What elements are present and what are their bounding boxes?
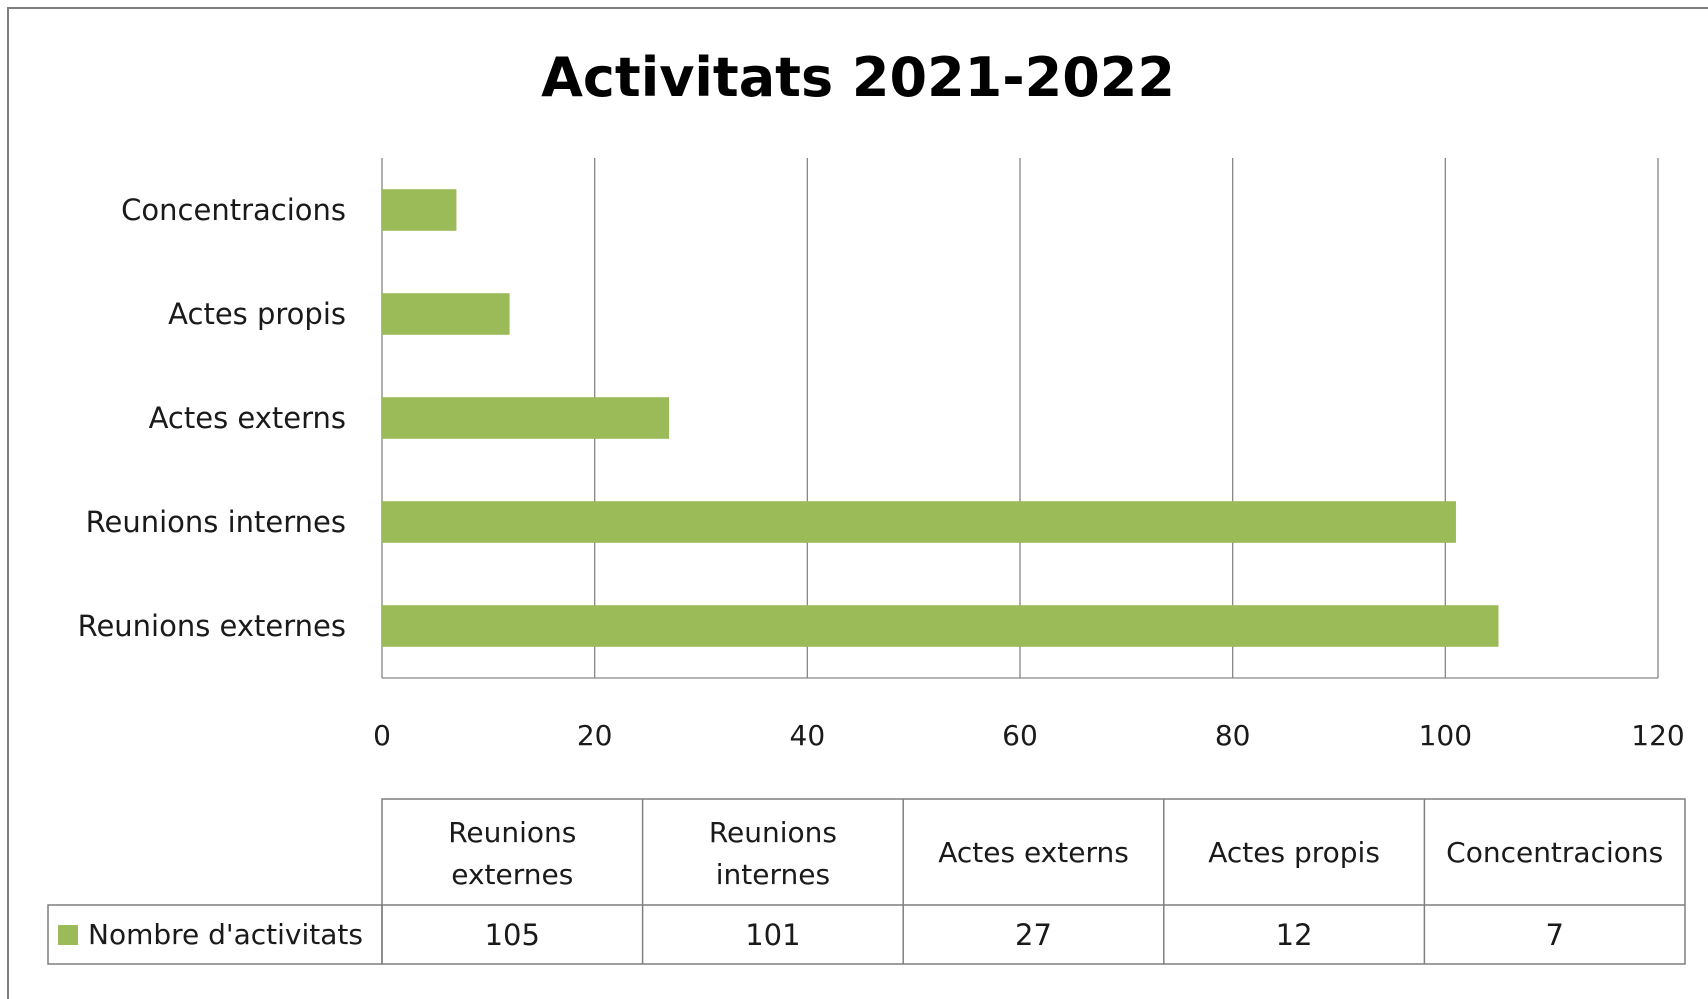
x-tick-label: 120 — [1631, 719, 1684, 752]
table-header-cell: Actes externs — [938, 836, 1129, 869]
x-tick-label: 80 — [1215, 719, 1251, 752]
category-label: Actes propis — [168, 297, 346, 331]
x-tick-label: 20 — [577, 719, 613, 752]
category-label: Reunions externes — [78, 609, 346, 643]
bar — [382, 501, 1456, 543]
bar — [382, 189, 457, 231]
legend-cell-border — [47, 904, 383, 965]
table-header-cell: Reunions externes — [448, 816, 576, 891]
plot-area: 0 20 40 60 80 100 120 Reunions externes Reunions… — [78, 158, 1685, 752]
x-tick-label: 40 — [790, 719, 826, 752]
chart-title: Activitats 2021-2022 — [541, 46, 1175, 109]
table-value-cell: 105 — [485, 918, 540, 952]
table-header-line: Reunions — [709, 816, 837, 849]
data-table: Reunions externes Reunions internes Actes ex… — [47, 798, 1686, 965]
table-header-line: externes — [451, 858, 573, 891]
legend-label: Nombre d'activitats — [88, 918, 363, 951]
bar — [382, 605, 1499, 647]
table-value-cell: 7 — [1545, 918, 1563, 952]
table-header-cell: Concentracions — [1446, 836, 1663, 869]
table-border — [381, 798, 1686, 965]
category-label: Actes externs — [149, 401, 346, 435]
bar — [382, 397, 670, 439]
x-tick-label: 60 — [1002, 719, 1038, 752]
table-header-line: internes — [716, 858, 830, 891]
legend-swatch — [58, 925, 78, 945]
x-tick-label: 100 — [1419, 719, 1472, 752]
category-label: Reunions internes — [86, 505, 346, 539]
table-value-cell: 101 — [745, 918, 800, 952]
category-label: Concentracions — [121, 193, 346, 227]
table-header-cell: Reunions internes — [709, 816, 837, 891]
table-value-cell: 12 — [1276, 918, 1313, 952]
x-tick-label: 0 — [373, 719, 391, 752]
table-value-cell: 27 — [1015, 918, 1052, 952]
bar — [382, 293, 510, 335]
table-header-line: Reunions — [448, 816, 576, 849]
table-header-cell: Actes propis — [1208, 836, 1380, 869]
